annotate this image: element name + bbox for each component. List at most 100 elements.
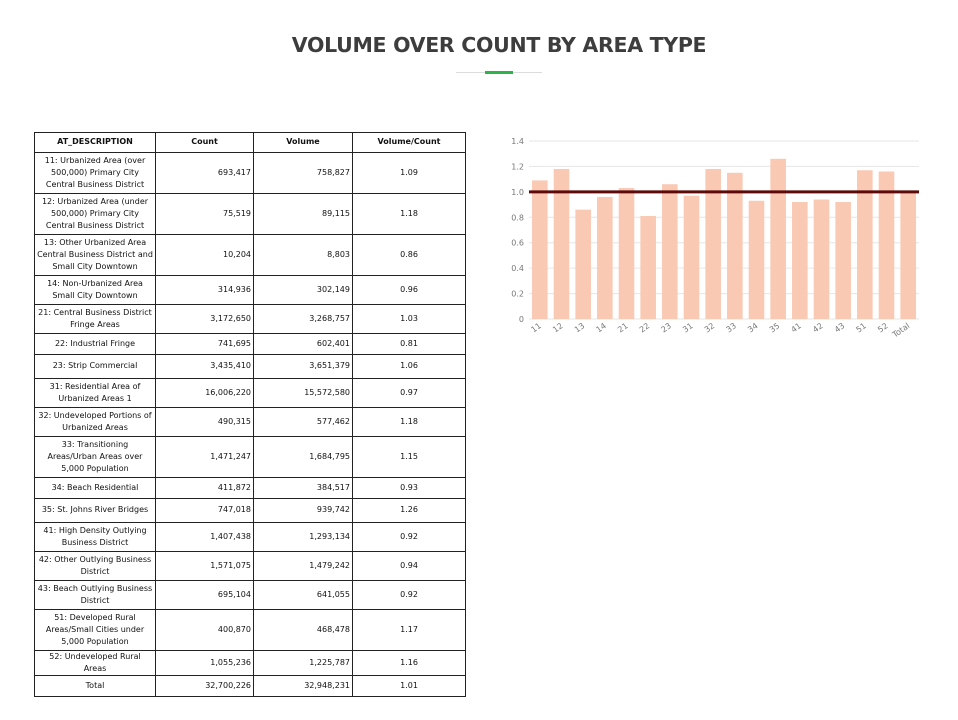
- row-volume: 384,517: [253, 477, 353, 499]
- row-description: 22: Industrial Fringe: [34, 333, 156, 355]
- header-volume: Volume: [253, 132, 353, 153]
- x-tick-label: 43: [833, 321, 847, 334]
- y-tick-label: 0.6: [511, 239, 524, 248]
- table-row: 12: Urbanized Area (under 500,000) Prima…: [34, 193, 466, 235]
- row-ratio: 0.93: [352, 477, 466, 499]
- x-tick-label: 42: [811, 321, 825, 334]
- row-volume: 577,462: [253, 407, 353, 437]
- x-tick-label: 11: [529, 321, 543, 334]
- y-tick-label: 1.0: [511, 188, 524, 197]
- x-tick-label: 51: [854, 321, 868, 334]
- table-row: 43: Beach Outlying Business District 695,…: [34, 580, 466, 610]
- x-tick-label: 35: [768, 321, 782, 334]
- data-table: AT_DESCRIPTION Count Volume Volume/Count…: [34, 132, 466, 698]
- row-ratio: 0.97: [352, 378, 466, 408]
- bar: [640, 216, 656, 319]
- row-ratio: 1.26: [352, 498, 466, 523]
- bar: [532, 180, 548, 319]
- x-tick-label: 33: [724, 321, 738, 334]
- row-description: 52: Undeveloped Rural Areas: [34, 649, 156, 677]
- row-volume: 8,803: [253, 234, 353, 276]
- row-ratio: 1.16: [352, 649, 466, 677]
- x-tick-label: 31: [681, 321, 695, 334]
- bar: [575, 209, 591, 319]
- y-tick-label: 1.4: [511, 137, 524, 146]
- row-count: 695,104: [155, 580, 254, 610]
- row-count: 3,172,650: [155, 304, 254, 334]
- row-ratio: 1.06: [352, 354, 466, 379]
- x-tick-label: 12: [551, 321, 565, 334]
- row-volume: 1,225,787: [253, 649, 353, 677]
- row-volume: 32,948,231: [253, 675, 353, 698]
- table-row: 22: Industrial Fringe 741,695 602,401 0.81: [34, 333, 466, 355]
- table-row: 23: Strip Commercial 3,435,410 3,651,379 1.…: [34, 354, 466, 379]
- row-count: 75,519: [155, 193, 254, 235]
- table-row: 51: Developed Rural Areas/Small Cities u…: [34, 609, 466, 651]
- row-volume: 302,149: [253, 275, 353, 305]
- row-description: 31: Residential Area of Urbanized Areas …: [34, 378, 156, 408]
- y-tick-label: 0: [519, 315, 524, 324]
- bar: [857, 170, 873, 319]
- header-count: Count: [155, 132, 254, 153]
- table-row: 35: St. Johns River Bridges 747,018 939,74…: [34, 498, 466, 523]
- row-description: 23: Strip Commercial: [34, 354, 156, 379]
- bar: [878, 171, 895, 319]
- bar: [813, 199, 830, 319]
- table-row: 32: Undeveloped Portions of Urbanized Ar…: [34, 407, 466, 437]
- row-count: 411,872: [155, 477, 254, 499]
- row-ratio: 1.01: [352, 675, 466, 698]
- table-row: 14: Non-Urbanized Area Small City Downto…: [34, 275, 466, 305]
- row-ratio: 1.17: [352, 609, 466, 651]
- row-volume: 1,479,242: [253, 551, 353, 581]
- y-tick-label: 0.4: [511, 264, 524, 273]
- row-description: 12: Urbanized Area (under 500,000) Prima…: [34, 193, 156, 235]
- x-tick-label: 13: [573, 321, 587, 334]
- x-tick-label: 22: [638, 321, 652, 334]
- row-volume: 15,572,580: [253, 378, 353, 408]
- row-ratio: 1.03: [352, 304, 466, 334]
- bar: [792, 202, 808, 319]
- header-ratio: Volume/Count: [352, 132, 466, 153]
- header-description: AT_DESCRIPTION: [34, 132, 156, 153]
- table-row: 34: Beach Residential 411,872 384,517 0.93: [34, 477, 466, 499]
- row-ratio: 0.92: [352, 580, 466, 610]
- table-row: 21: Central Business District Fringe Are…: [34, 304, 466, 334]
- row-description: 41: High Density Outlying Business Distr…: [34, 522, 156, 552]
- row-count: 1,407,438: [155, 522, 254, 552]
- row-ratio: 0.86: [352, 234, 466, 276]
- table-header-row: AT_DESCRIPTION Count Volume Volume/Count: [34, 132, 466, 153]
- bar: [618, 188, 635, 319]
- row-volume: 641,055: [253, 580, 353, 610]
- row-count: 32,700,226: [155, 675, 254, 698]
- row-ratio: 1.18: [352, 193, 466, 235]
- row-description: 43: Beach Outlying Business District: [34, 580, 156, 610]
- bar: [597, 196, 613, 319]
- x-tick-label: 23: [659, 321, 673, 334]
- x-tick-label: 14: [594, 321, 608, 334]
- x-tick-label: 41: [789, 321, 803, 334]
- row-description: 33: Transitioning Areas/Urban Areas over…: [34, 436, 156, 478]
- row-volume: 758,827: [253, 152, 353, 194]
- table-row: 13: Other Urbanized Area Central Busines…: [34, 234, 466, 276]
- row-ratio: 1.15: [352, 436, 466, 478]
- row-count: 400,870: [155, 609, 254, 651]
- row-count: 16,006,220: [155, 378, 254, 408]
- row-ratio: 0.94: [352, 551, 466, 581]
- y-tick-label: 0.8: [511, 213, 524, 222]
- row-description: 21: Central Business District Fringe Are…: [34, 304, 156, 334]
- bar: [900, 190, 916, 319]
- row-volume: 468,478: [253, 609, 353, 651]
- row-count: 490,315: [155, 407, 254, 437]
- row-ratio: 0.81: [352, 333, 466, 355]
- row-count: 1,471,247: [155, 436, 254, 478]
- volume-count-bar-chart: 0 0.2 0.4 0.6 0.8 1.0 1.2 1.4 11 12 13 14 21 22 23 31 32…: [511, 137, 919, 340]
- x-tick-label: Total: [890, 321, 911, 340]
- title-divider-accent: [485, 71, 513, 74]
- bar: [662, 184, 678, 319]
- row-count: 741,695: [155, 333, 254, 355]
- table-row: 42: Other Outlying Business District 1,57…: [34, 551, 466, 581]
- bar: [835, 202, 851, 319]
- y-tick-label: 1.2: [511, 162, 524, 171]
- row-ratio: 1.09: [352, 152, 466, 194]
- x-tick-label: 32: [703, 321, 717, 334]
